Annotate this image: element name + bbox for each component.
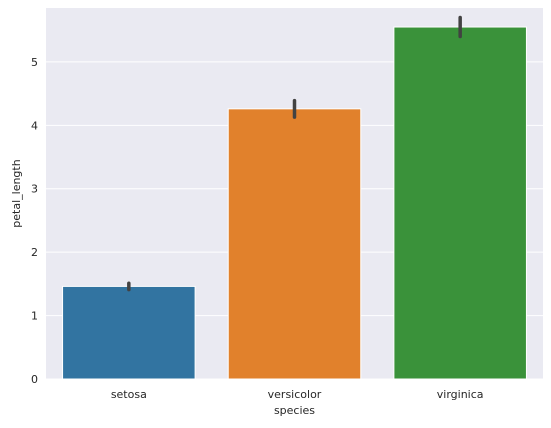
y-axis-label: petal_length [10, 159, 23, 227]
y-tick-label: 0 [31, 373, 38, 386]
x-tick-label-setosa: setosa [111, 388, 147, 401]
y-tick-label: 1 [31, 310, 38, 323]
x-axis-label: species [274, 404, 315, 417]
y-tick-labels: 0 1 2 3 4 5 [31, 56, 38, 386]
bars [62, 26, 527, 380]
bar-versicolor [227, 108, 362, 380]
y-tick-label: 2 [31, 246, 38, 259]
x-tick-label-virginica: virginica [437, 388, 484, 401]
y-tick-label: 3 [31, 183, 38, 196]
error-bars [127, 15, 462, 292]
y-tick-label: 5 [31, 56, 38, 69]
bar-setosa [62, 285, 196, 380]
bar-virginica [393, 26, 527, 380]
x-tick-label-versicolor: versicolor [268, 388, 322, 401]
x-tick-labels: setosa versicolor virginica [111, 388, 484, 401]
y-tick-label: 4 [31, 119, 38, 132]
